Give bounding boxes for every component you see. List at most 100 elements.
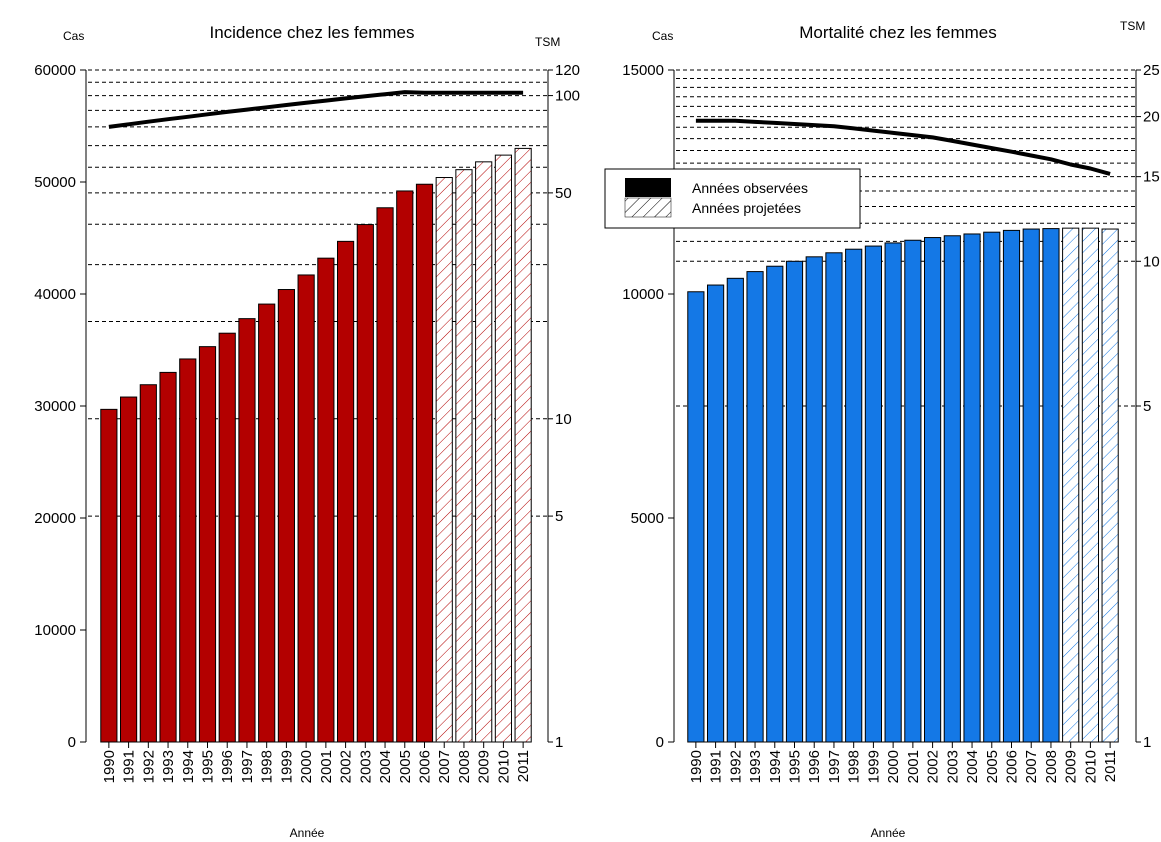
incidence-xtick-label: 2003 [357,750,374,783]
incidence-rtick-label: 100 [555,88,580,105]
incidence-ytick-label: 0 [68,734,76,751]
mortality-xtick-label: 2003 [944,750,961,783]
mortality-xtick-label: 1999 [865,750,882,783]
incidence-observed-bar [297,274,315,743]
incidence-xtick-label: 2001 [318,750,335,783]
mortality-observed-bar [943,235,961,743]
incidence-observed-bar [139,384,157,743]
incidence-xtick-label: 1992 [140,750,157,783]
incidence-xtick-label: 1998 [259,750,276,783]
mortality-xtick-label: 2006 [1004,750,1021,783]
incidence-tsm-line [108,90,524,129]
mortality-observed-bar [845,248,863,743]
mortality-rtick-label: 1 [1143,734,1151,751]
mortality-ytick-label: 10000 [622,286,664,303]
left-ylabel-left: Cas [63,29,84,43]
mortality-observed-bar [687,291,705,743]
left-chart-title: Incidence chez les femmes [209,23,414,42]
legend-projected-swatch [624,197,672,218]
incidence-observed-bar [198,346,217,743]
mortality-rtick-label: 10 [1143,253,1160,270]
incidence-observed-bar [179,358,197,743]
mortality-observed-bar [805,256,823,743]
mortality-observed-bar [1002,229,1021,743]
incidence-xtick-label: 1996 [219,750,236,783]
mortality-rtick-label: 20 [1143,109,1160,126]
legend-observed-label: Années observées [692,180,808,196]
incidence-xtick-label: 1995 [200,750,217,783]
mortality-observed-bar [884,242,902,743]
incidence-ytick-label: 20000 [34,510,76,527]
mortality-ytick-label: 15000 [622,62,664,79]
incidence-observed-bar [277,289,295,743]
mortality-ytick-label: 5000 [631,510,664,527]
incidence-rtick-label: 10 [555,411,572,428]
incidence-xtick-label: 1994 [180,750,197,783]
incidence-panel: 0 10000 20000 30000 40000 50000 60000 1 5 10 50 100… [34,62,580,783]
mortality-xtick-label: 2010 [1082,750,1099,783]
incidence-xtick-label: 2010 [495,750,512,783]
incidence-xtick-label: 2011 [515,750,532,782]
mortality-xtick-label: 2005 [984,750,1001,783]
mortality-xtick-label: 2011 [1102,750,1119,782]
incidence-observed-bar [258,303,276,743]
incidence-xtick-label: 1997 [239,750,256,783]
mortality-rtick-label: 15 [1143,169,1160,186]
mortality-rtick-label: 5 [1143,398,1151,415]
mortality-observed-bar [983,231,1001,743]
incidence-observed-bar [376,207,394,743]
mortality-xtick-label: 2000 [885,750,902,783]
mortality-rtick-label: 25 [1143,62,1160,79]
right-chart-title: Mortalité chez les femmes [799,23,996,42]
mortality-projected-bar [1081,227,1099,743]
incidence-ytick-label: 40000 [34,286,76,303]
mortality-observed-bar [707,284,725,743]
mortality-xtick-label: 1995 [787,750,804,783]
incidence-observed-bar [159,371,177,743]
incidence-xtick-label: 1991 [121,750,138,783]
incidence-observed-bar [238,318,256,743]
incidence-ytick-label: 60000 [34,62,76,79]
mortality-observed-bar [785,260,804,743]
incidence-projected-bar [435,177,453,743]
mortality-xtick-label: 2004 [964,750,981,783]
mortality-xtick-label: 1993 [747,750,764,783]
incidence-xtick-label: 2000 [298,750,315,783]
mortality-xtick-label: 2008 [1043,750,1060,783]
incidence-observed-bar [218,332,236,743]
incidence-rtick-label: 1 [555,734,563,751]
right-ylabel-right: TSM [1120,19,1145,33]
mortality-xtick-label: 2007 [1023,750,1040,783]
mortality-observed-bar [904,239,922,743]
mortality-tsm-line [695,118,1111,176]
mortality-xtick-label: 1996 [806,750,823,783]
incidence-ytick-label: 30000 [34,398,76,415]
incidence-xtick-label: 2007 [436,750,453,783]
mortality-observed-bar [825,252,843,743]
incidence-observed-bar [337,240,355,743]
incidence-xtick-label: 2005 [397,750,414,783]
incidence-xtick-label: 2009 [476,750,493,783]
incidence-xtick-label: 2002 [338,750,355,783]
left-xlabel: Année [290,826,325,840]
mortality-xtick-label: 1991 [708,750,725,783]
incidence-observed-bar [396,190,414,743]
incidence-rtick-label: 50 [555,185,572,202]
mortality-observed-bar [924,237,942,743]
left-ylabel-right: TSM [535,35,560,49]
incidence-projected-bar [475,161,493,743]
mortality-xtick-label: 2001 [905,750,922,783]
mortality-observed-bar [766,265,784,743]
legend: Années observées Années projetées [604,168,861,229]
right-xlabel: Année [871,826,906,840]
mortality-observed-bar [726,277,744,743]
mortality-xtick-label: 2009 [1063,750,1080,783]
incidence-projected-bar [514,147,532,743]
incidence-projected-bar [455,169,473,743]
incidence-rtick-label: 5 [555,508,563,525]
incidence-ytick-label: 50000 [34,174,76,191]
mortality-observed-bar [746,271,764,743]
incidence-xtick-label: 1999 [278,750,295,783]
right-ylabel-left: Cas [652,29,673,43]
